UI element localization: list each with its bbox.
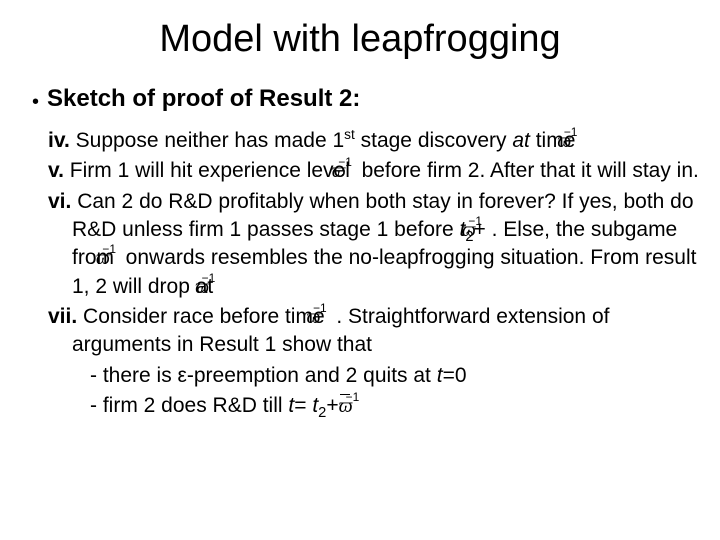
text: + bbox=[326, 394, 338, 417]
italic-at: at bbox=[512, 129, 535, 152]
text: Firm 1 will hit experience level bbox=[64, 159, 356, 182]
text: = bbox=[294, 394, 312, 417]
item-vii: vii. Consider race before time ϖ−1 . Str… bbox=[20, 303, 700, 360]
item-number: vii. bbox=[48, 305, 77, 328]
item-number: iv. bbox=[48, 129, 70, 152]
item-number: v. bbox=[48, 159, 64, 182]
heading-row: • Sketch of proof of Result 2: bbox=[20, 85, 700, 113]
omega-bar-icon: ϖ−1 bbox=[339, 393, 353, 420]
item-v: v. Firm 1 will hit experience level ϖ−1 … bbox=[20, 157, 700, 185]
omega-exponent: −1 bbox=[346, 389, 360, 405]
item-iv: iv. Suppose neither has made 1st stage d… bbox=[20, 127, 700, 155]
item-vii-dash1: - there is ε-preemption and 2 quits at t… bbox=[20, 362, 700, 390]
text: =0 bbox=[443, 364, 467, 387]
item-vi: vi. Can 2 do R&D profitably when both st… bbox=[20, 188, 700, 301]
text: onwards resembles the no-leapfrogging si… bbox=[72, 246, 696, 297]
bullet-dot: • bbox=[32, 92, 39, 112]
slide-title: Model with leapfrogging bbox=[20, 18, 700, 61]
text: Consider race before time bbox=[77, 305, 330, 328]
item-number: vi. bbox=[48, 190, 71, 213]
text: stage discovery bbox=[355, 129, 513, 152]
text: Suppose neither has made 1 bbox=[70, 129, 344, 152]
superscript: st bbox=[344, 127, 355, 142]
proof-heading: Sketch of proof of Result 2: bbox=[47, 85, 360, 113]
item-vii-dash2: - firm 2 does R&D till t= t2+ϖ−1 bbox=[20, 392, 700, 420]
text: - firm 2 does R&D till bbox=[90, 394, 288, 417]
text: before firm 2. After that it will stay i… bbox=[356, 159, 699, 182]
text: - there is ε-preemption and 2 quits at bbox=[90, 364, 437, 387]
